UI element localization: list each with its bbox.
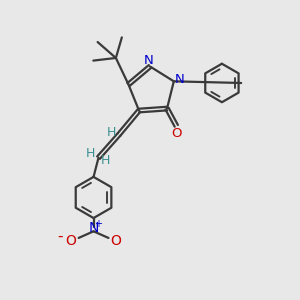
Text: H: H (85, 147, 95, 160)
Text: H: H (101, 154, 110, 167)
Text: N: N (88, 221, 99, 235)
Text: N: N (175, 73, 185, 86)
Text: H: H (107, 126, 116, 139)
Text: O: O (171, 127, 181, 140)
Text: -: - (57, 229, 62, 244)
Text: +: + (94, 219, 102, 229)
Text: O: O (111, 234, 122, 248)
Text: O: O (65, 234, 76, 248)
Text: N: N (143, 54, 153, 67)
